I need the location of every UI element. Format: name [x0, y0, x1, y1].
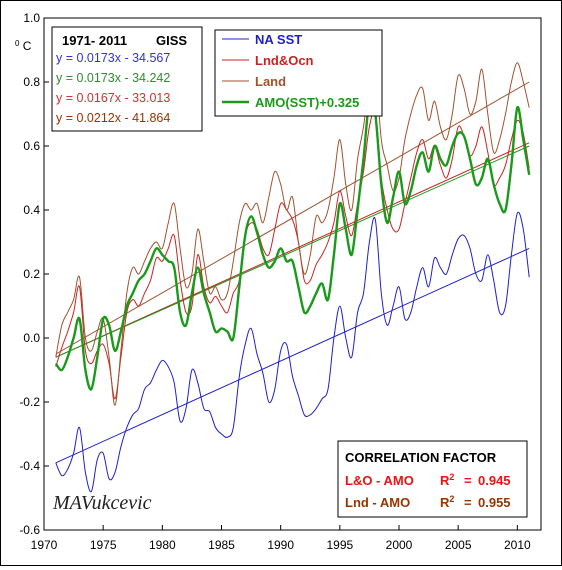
correlation-row-label: Lnd - AMO: [345, 495, 410, 510]
equation-line: y = 0.0173x - 34.242: [56, 71, 170, 85]
equation-line: y = 0.0173x - 34.567: [56, 51, 170, 65]
correlation-title: CORRELATION FACTOR: [345, 450, 497, 465]
x-tick-label: 1985: [208, 538, 235, 552]
legend-label: Land: [255, 74, 286, 89]
y-tick-label: 0.4: [23, 203, 40, 217]
axes: -0.6 -0.4 -0.2 0.0 0.2 0.4 0.6 0.8 1.0 1970 1975 19…: [19, 11, 542, 552]
correlation-row-value: 0.945: [478, 473, 511, 488]
correlation-row-r2: R2: [440, 472, 454, 488]
trendline: [55, 247, 530, 464]
correlation-box: CORRELATION FACTOR L&O - AMO R2 = 0.945 …: [337, 440, 528, 518]
x-tick-label: 2005: [445, 538, 472, 552]
series-line: [55, 211, 530, 493]
y-tick-label: -0.4: [19, 459, 40, 473]
y-unit-label: 0 C: [15, 39, 32, 54]
y-tick-label: 1.0: [23, 11, 40, 25]
y-tick-label: -0.6: [19, 523, 40, 537]
x-tick-label: 1990: [267, 538, 294, 552]
correlation-row-r2: R2: [440, 494, 454, 510]
equation-line: y = 0.0167x - 33.013: [56, 91, 170, 105]
correlation-row-eq: =: [464, 473, 472, 488]
x-tick-label: 1995: [326, 538, 353, 552]
series-line: [55, 62, 530, 406]
x-tick-label: 1980: [149, 538, 176, 552]
y-tick-label: -0.2: [19, 395, 40, 409]
equation-line: y = 0.0212x - 41.864: [56, 111, 170, 125]
x-tick-label: 2000: [386, 538, 413, 552]
correlation-row-value: 0.955: [478, 495, 511, 510]
author-signature: MAVukcevic: [52, 492, 152, 514]
legend-label: AMO(SST)+0.325: [255, 95, 359, 110]
y-tick-label: 0.0: [23, 331, 40, 345]
y-tick-label: 0.2: [23, 267, 40, 281]
correlation-row-eq: =: [464, 495, 472, 510]
correlation-row-label: L&O - AMO: [345, 473, 414, 488]
y-tick-label: 0.8: [23, 75, 40, 89]
x-tick-label: 1975: [90, 538, 117, 552]
legend-label: Lnd&Ocn: [255, 53, 314, 68]
y-tick-label: 0.6: [23, 139, 40, 153]
equation-box-source: GISS: [156, 33, 187, 48]
equation-box-years: 1971- 2011: [62, 33, 127, 48]
legend: NA SST Lnd&Ocn Land AMO(SST)+0.325: [214, 29, 383, 117]
x-tick-label: 1970: [31, 538, 58, 552]
series-line: [54, 96, 531, 391]
trendline: [55, 145, 530, 358]
trend-equation-box: 1971- 2011 GISS y = 0.0173x - 34.567 y =…: [51, 26, 203, 132]
x-tick-label: 2010: [504, 538, 531, 552]
legend-label: NA SST: [255, 32, 302, 47]
series-line: [55, 110, 530, 400]
trendlines: [55, 81, 530, 464]
series-lines: [54, 62, 531, 493]
